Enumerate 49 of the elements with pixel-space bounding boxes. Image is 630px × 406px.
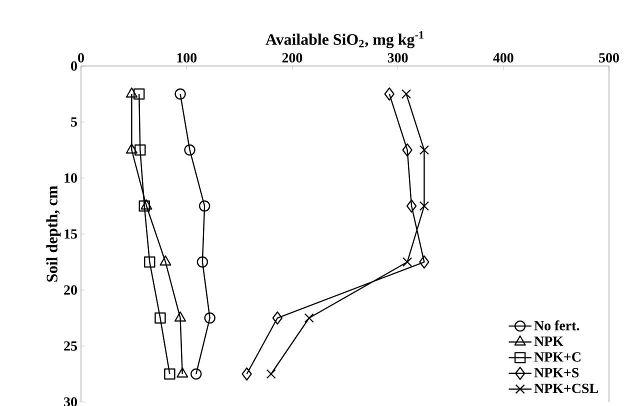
y-tick-label: 0 xyxy=(71,61,77,71)
x-tick-label: 100 xyxy=(177,53,197,62)
point xyxy=(402,143,412,157)
point xyxy=(402,257,412,267)
point xyxy=(154,312,166,324)
point xyxy=(176,367,188,378)
point xyxy=(304,313,314,323)
point xyxy=(174,311,186,322)
x-tick-label: 400 xyxy=(493,53,514,62)
point xyxy=(144,256,156,268)
legend-label: NPK+C xyxy=(534,352,580,362)
point xyxy=(138,200,150,212)
point xyxy=(272,311,283,325)
point xyxy=(384,87,394,101)
y-tick-label: 10 xyxy=(64,173,77,183)
point xyxy=(174,88,186,100)
point xyxy=(164,368,176,380)
point xyxy=(126,87,138,98)
point xyxy=(140,199,152,210)
point xyxy=(401,89,412,99)
point xyxy=(196,256,208,268)
point xyxy=(134,144,146,156)
y-tick-label: 15 xyxy=(64,229,77,239)
point xyxy=(266,369,276,379)
legend-label: NPK xyxy=(534,336,564,346)
point xyxy=(184,144,196,156)
point xyxy=(419,145,430,155)
legend-label: NPK+S xyxy=(534,368,579,378)
point xyxy=(242,367,252,381)
x-tick-label: 300 xyxy=(388,53,408,62)
point xyxy=(126,143,138,154)
point xyxy=(133,88,145,100)
x-tick-label: 0 xyxy=(78,53,84,62)
point xyxy=(419,255,430,269)
point xyxy=(419,201,430,211)
x-tick-label: 500 xyxy=(599,53,619,62)
legend-label: NPK+CSL xyxy=(534,384,598,394)
y-axis-title: Soil depth, cm xyxy=(46,186,61,282)
y-tick-label: 5 xyxy=(71,117,77,127)
point xyxy=(190,368,202,380)
point xyxy=(204,312,216,324)
y-tick-label: 25 xyxy=(64,341,77,351)
y-tick-label: 20 xyxy=(64,285,77,295)
legend-label: No fert. xyxy=(534,320,580,330)
x-tick-label: 200 xyxy=(282,53,302,62)
point xyxy=(198,200,210,212)
point xyxy=(406,199,417,213)
point xyxy=(160,255,172,266)
x-axis-title: Available SiO$_{2}$, mg kg$^{-1}$ xyxy=(266,31,424,48)
